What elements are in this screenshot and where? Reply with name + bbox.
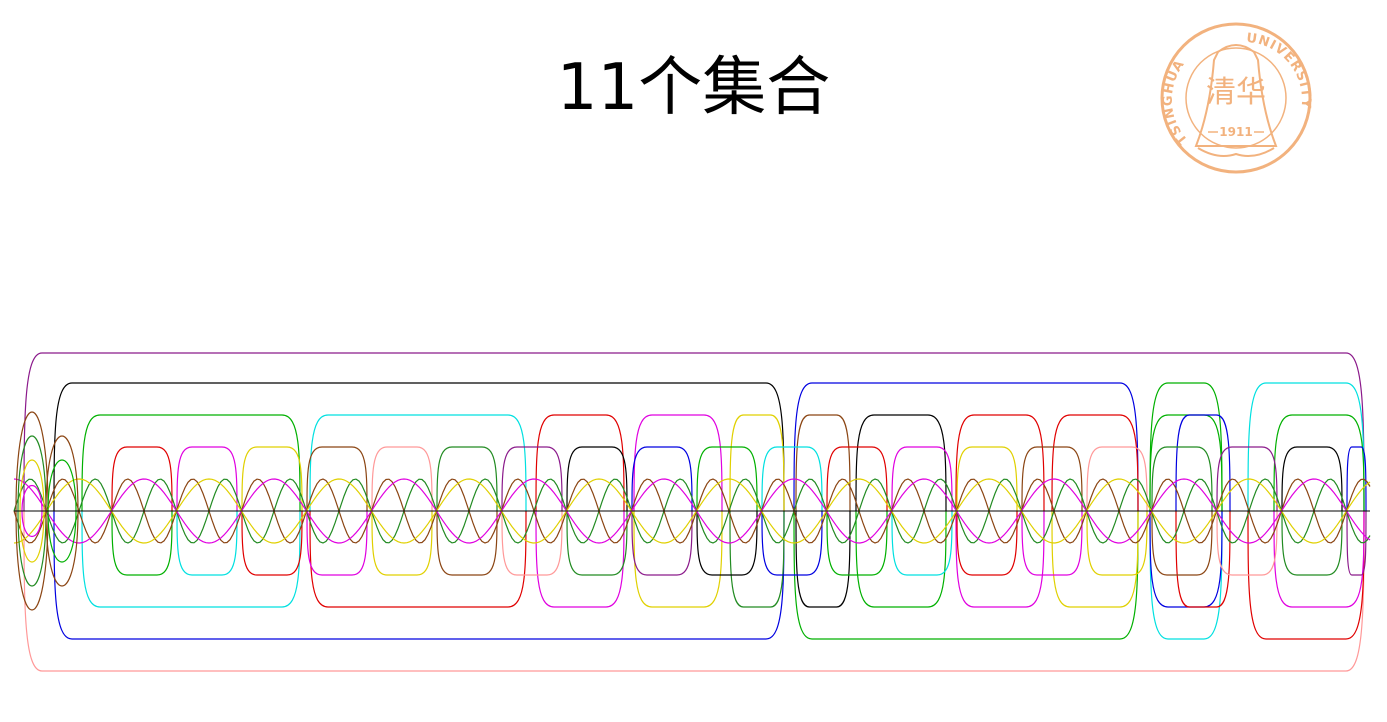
set-band-l4-top-16 [1151, 446, 1213, 512]
set-10-bottom [23, 510, 1365, 672]
set-wave-yellow [13, 478, 1371, 544]
set-3-top-b [793, 382, 1139, 512]
set-band-l4-top-11 [826, 446, 888, 512]
set-band-l4-top-1 [176, 446, 238, 512]
set-5-bottom-c [1149, 510, 1223, 640]
set-band-l3-top-5 [795, 414, 851, 512]
set-band-l4-top-0 [111, 446, 173, 512]
set-band-l4-bottom-6 [501, 510, 563, 576]
set-band-l4-bottom-8 [631, 510, 693, 576]
set-band-l3-bottom-1 [309, 510, 527, 608]
set-band-l3-bottom-5 [795, 510, 851, 608]
set-band-l3-top-10 [1175, 414, 1231, 512]
set-1-top [23, 352, 1365, 512]
set-band-l4-top-2 [241, 446, 303, 512]
set-band-l4-bottom-4 [371, 510, 433, 576]
set-band-l3-top-3 [633, 414, 723, 512]
set-band-l3-bottom-9 [1149, 510, 1223, 608]
set-band-l3-top-9 [1149, 414, 1223, 512]
set-band-l3-bottom-4 [729, 510, 785, 608]
set-band-l3-bottom-7 [955, 510, 1045, 608]
set-band-l4-bottom-12 [891, 510, 953, 576]
set-band-l3-bottom-10 [1175, 510, 1231, 608]
set-band-l4-bottom-19 [1346, 510, 1367, 576]
set-4-bottom-b [793, 510, 1139, 640]
set-5-top-d [1247, 382, 1365, 512]
bell-icon [1194, 44, 1278, 147]
set-band-l4-top-15 [1086, 446, 1148, 512]
set-wave-magenta [13, 478, 1371, 544]
set-band-l4-bottom-16 [1151, 510, 1213, 576]
set-band-l4-top-6 [501, 446, 563, 512]
set-wave-brown [13, 478, 1371, 544]
set-band-l3-top-4 [729, 414, 785, 512]
set-band-l4-bottom-11 [826, 510, 888, 576]
set-band-l4-top-13 [956, 446, 1018, 512]
set-band-l4-top-5 [436, 446, 498, 512]
set-band-l4-bottom-9 [696, 510, 758, 576]
set-6-bottom-d [1247, 510, 1365, 640]
set-band-l4-top-14 [1021, 446, 1083, 512]
set-band-l3-top-2 [535, 414, 625, 512]
set-band-l4-top-19 [1346, 446, 1367, 512]
seal-year: 1911 [1219, 125, 1252, 139]
set-2-top-a [53, 382, 785, 512]
set-band-l4-top-10 [761, 446, 823, 512]
set-band-l3-bottom-8 [1051, 510, 1139, 608]
set-band-l4-top-3 [306, 446, 368, 512]
set-band-l4-bottom-13 [956, 510, 1018, 576]
set-band-l3-top-6 [855, 414, 947, 512]
set-band-l4-top-7 [566, 446, 628, 512]
set-band-l4-bottom-2 [241, 510, 303, 576]
set-band-l4-bottom-7 [566, 510, 628, 576]
set-band-l4-top-8 [631, 446, 693, 512]
set-band-l4-top-4 [371, 446, 433, 512]
set-band-l4-bottom-14 [1021, 510, 1083, 576]
set-3-bottom-a [53, 510, 785, 640]
set-band-l3-bottom-2 [535, 510, 625, 608]
set-band-l3-top-8 [1051, 414, 1139, 512]
tsinghua-university-seal: TSINGHUA UNIVERSITY 清华 1911 [1160, 22, 1312, 174]
seal-chars: 清华 [1206, 75, 1266, 110]
set-band-l4-bottom-10 [761, 510, 823, 576]
set-band-l4-bottom-18 [1281, 510, 1343, 576]
set-band-l4-bottom-3 [306, 510, 368, 576]
set-band-l4-bottom-5 [436, 510, 498, 576]
set-band-l4-bottom-15 [1086, 510, 1148, 576]
slide-title: 11个集合 [556, 51, 831, 125]
set-wave-green [13, 478, 1371, 544]
set-band-l4-bottom-0 [111, 510, 173, 576]
set-band-l4-bottom-1 [176, 510, 238, 576]
set-band-l4-top-18 [1281, 446, 1343, 512]
venn-diagram-11-sets [13, 352, 1371, 672]
set-band-l4-top-12 [891, 446, 953, 512]
set-band-l4-top-17 [1216, 446, 1278, 512]
set-band-l3-top-7 [955, 414, 1045, 512]
set-band-l4-bottom-17 [1216, 510, 1278, 576]
set-4-top-c [1149, 382, 1223, 512]
set-band-l3-top-1 [309, 414, 527, 512]
set-band-l3-bottom-6 [855, 510, 947, 608]
set-band-l3-bottom-3 [633, 510, 723, 608]
set-band-l4-top-9 [696, 446, 758, 512]
